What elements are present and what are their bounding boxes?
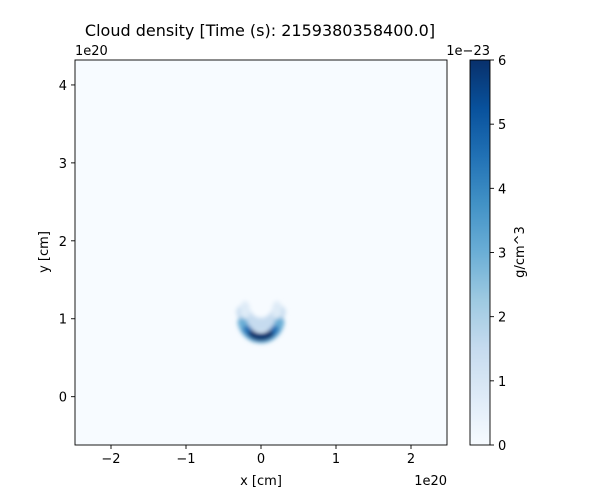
x-axis-ticks: −2 −1 0 1 2 [101, 445, 415, 467]
colorbar-tick-label: 0 [498, 439, 506, 454]
colorbar-tick-label: 4 [498, 182, 506, 197]
density-peak [248, 330, 274, 341]
density-right-arm [271, 300, 282, 319]
x-offset-label: 1e20 [414, 474, 447, 489]
plot-background [75, 60, 447, 445]
x-axis-label: x [cm] [240, 474, 282, 489]
y-tick-label: 2 [59, 235, 67, 250]
colorbar-ticks: 0 1 2 3 4 5 6 [490, 54, 506, 454]
colorbar-tick-label: 3 [498, 247, 506, 262]
density-left-arm [240, 300, 251, 319]
colorbar-tick-label: 1 [498, 375, 506, 390]
colorbar-offset-label: 1e−23 [446, 44, 490, 59]
y-tick-label: 1 [59, 313, 67, 328]
y-tick-label: 4 [59, 79, 67, 94]
x-tick-label: 2 [407, 452, 415, 467]
colorbar-label: g/cm^3 [513, 226, 528, 278]
chart-title: Cloud density [Time (s): 2159380358400.0… [85, 21, 435, 40]
y-tick-label: 0 [59, 391, 67, 406]
y-tick-label: 3 [59, 157, 67, 172]
colorbar-tick-label: 6 [498, 54, 506, 69]
x-tick-label: 0 [257, 452, 265, 467]
colorbar-tick-label: 5 [498, 118, 506, 133]
colorbar-tick-label: 2 [498, 311, 506, 326]
y-axis-ticks: 0 1 2 3 4 [59, 79, 75, 406]
x-tick-label: −1 [176, 452, 195, 467]
y-axis-label: y [cm] [37, 231, 52, 273]
y-offset-label: 1e20 [75, 44, 108, 59]
density-shell [236, 300, 286, 344]
x-tick-label: −2 [101, 452, 120, 467]
colorbar [470, 60, 490, 445]
density-marks [236, 300, 286, 344]
x-tick-label: 1 [332, 452, 340, 467]
